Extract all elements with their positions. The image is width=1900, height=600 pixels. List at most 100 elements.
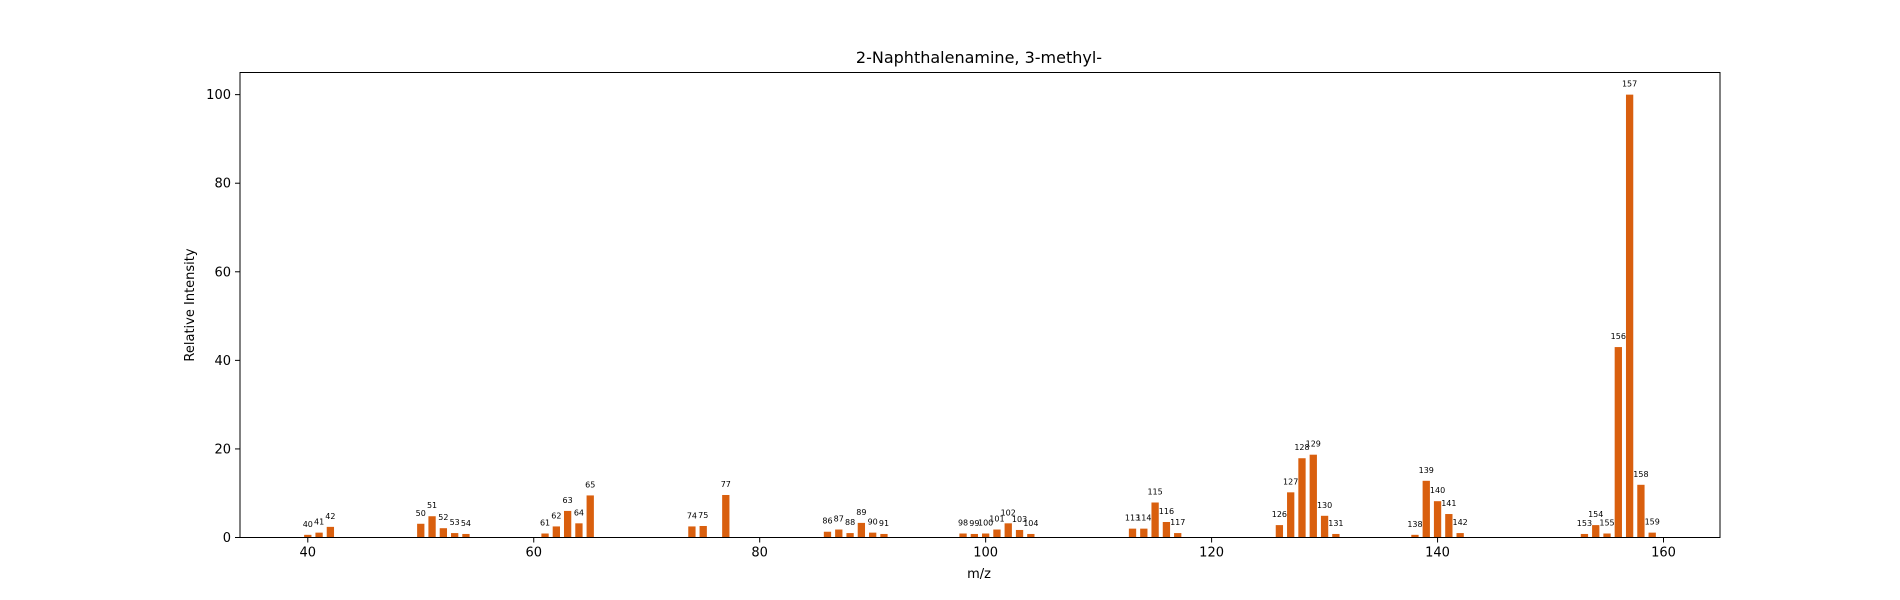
bar-label-mz-113: 113 — [1125, 514, 1140, 523]
bar-label-mz-61: 61 — [540, 519, 550, 528]
y-axis: 0 20 40 60 80 100 — [206, 88, 240, 546]
bar-mz-115 — [1151, 502, 1159, 538]
bar-label-mz-90: 90 — [868, 518, 878, 527]
bar-label-mz-142: 142 — [1453, 518, 1468, 527]
bar-label-mz-116: 116 — [1159, 507, 1174, 516]
bar-label-mz-157: 157 — [1622, 80, 1637, 89]
x-tick-label-140: 140 — [1425, 546, 1450, 561]
bar-label-mz-159: 159 — [1645, 518, 1660, 527]
bar-label-mz-62: 62 — [551, 511, 561, 520]
bar-label-mz-88: 88 — [845, 518, 855, 527]
bar-mz-142 — [1456, 533, 1464, 538]
bar-label-mz-155: 155 — [1599, 519, 1614, 528]
bar-mz-140 — [1433, 501, 1442, 538]
bar-label-mz-91: 91 — [879, 519, 889, 528]
y-tick-label-100: 100 — [206, 88, 231, 103]
bar-mz-157 — [1625, 94, 1634, 538]
bar-mz-42 — [326, 526, 335, 538]
bar-mz-87 — [835, 529, 843, 538]
bar-label-mz-40: 40 — [303, 520, 313, 529]
y-axis-label: Relative Intensity — [183, 248, 198, 361]
bar-label-mz-141: 141 — [1441, 499, 1456, 508]
bar-mz-141 — [1445, 514, 1453, 538]
x-tick-label-80: 80 — [751, 546, 768, 561]
bar-mz-154 — [1592, 525, 1600, 538]
bar-mz-116 — [1162, 522, 1171, 538]
bar-label-mz-115: 115 — [1147, 488, 1162, 497]
bar-label-mz-53: 53 — [450, 518, 460, 527]
bar-mz-155 — [1603, 533, 1611, 538]
bar-label-mz-140: 140 — [1430, 486, 1445, 495]
bar-label-mz-129: 129 — [1306, 440, 1321, 449]
bar-label-mz-127: 127 — [1283, 477, 1298, 486]
bar-mz-104 — [1027, 533, 1035, 538]
bar-mz-54 — [462, 533, 470, 538]
bar-mz-86 — [823, 531, 832, 538]
bar-mz-74 — [688, 526, 696, 538]
bar-label-mz-103: 103 — [1012, 515, 1027, 524]
bar-label-mz-154: 154 — [1588, 510, 1603, 519]
x-tick-label-100: 100 — [973, 546, 998, 561]
bar-mz-156 — [1614, 347, 1622, 538]
bar-label-mz-77: 77 — [721, 480, 731, 489]
x-tick-label-60: 60 — [525, 546, 542, 561]
bars-layer — [304, 94, 1656, 538]
bar-mz-91 — [880, 533, 888, 538]
bar-mz-52 — [439, 528, 448, 538]
bar-label-mz-51: 51 — [427, 501, 437, 510]
bar-mz-65 — [586, 495, 594, 538]
bar-label-mz-64: 64 — [574, 508, 584, 517]
bar-label-mz-86: 86 — [822, 517, 832, 526]
bar-mz-153 — [1580, 533, 1589, 538]
bar-label-mz-131: 131 — [1328, 519, 1343, 528]
bar-label-mz-99: 99 — [969, 519, 979, 528]
bar-label-mz-153: 153 — [1577, 519, 1592, 528]
bar-mz-51 — [428, 516, 436, 538]
bar-mz-114 — [1140, 528, 1148, 538]
bar-mz-103 — [1015, 529, 1024, 538]
bar-mz-101 — [993, 529, 1001, 538]
bar-label-mz-63: 63 — [563, 496, 573, 505]
bar-mz-41 — [315, 532, 323, 538]
bar-mz-128 — [1298, 458, 1306, 538]
bar-label-mz-98: 98 — [958, 519, 968, 528]
bar-label-mz-156: 156 — [1611, 332, 1626, 341]
bar-mz-61 — [541, 533, 549, 538]
bar-label-mz-74: 74 — [687, 511, 697, 520]
bar-mz-129 — [1309, 454, 1317, 538]
bar-mz-62 — [552, 526, 560, 538]
bar-mz-158 — [1637, 484, 1645, 538]
bar-mz-138 — [1411, 534, 1419, 538]
bar-label-mz-75: 75 — [698, 511, 708, 520]
bar-label-mz-41: 41 — [314, 518, 324, 527]
bar-mz-113 — [1128, 528, 1137, 538]
y-tick-label-0: 0 — [223, 531, 231, 546]
bar-label-mz-52: 52 — [438, 513, 448, 522]
bar-mz-126 — [1275, 525, 1284, 538]
y-tick-label-40: 40 — [214, 354, 231, 369]
x-axis: 40 60 80 100 120 140 160 — [300, 537, 1676, 561]
bar-mz-88 — [846, 533, 854, 538]
chart-title: 2-Naphthalenamine, 3-methyl- — [856, 48, 1102, 67]
bar-label-mz-42: 42 — [325, 512, 335, 521]
x-tick-label-40: 40 — [300, 546, 317, 561]
bar-label-mz-126: 126 — [1272, 510, 1287, 519]
plot-frame — [239, 72, 1721, 538]
bar-mz-139 — [1422, 480, 1430, 538]
bar-mz-130 — [1320, 515, 1329, 538]
bar-mz-63 — [563, 510, 572, 538]
bar-mz-100 — [982, 533, 990, 538]
bar-label-mz-101: 101 — [989, 515, 1004, 524]
bar-label-mz-89: 89 — [856, 508, 866, 517]
bar-label-mz-65: 65 — [585, 480, 595, 489]
bar-label-mz-104: 104 — [1023, 519, 1038, 528]
bar-label-mz-87: 87 — [834, 515, 844, 524]
bar-label-mz-138: 138 — [1407, 520, 1422, 529]
x-tick-label-160: 160 — [1651, 546, 1676, 561]
bar-label-mz-139: 139 — [1419, 466, 1434, 475]
bar-mz-131 — [1332, 533, 1340, 538]
bar-mz-127 — [1287, 492, 1295, 538]
